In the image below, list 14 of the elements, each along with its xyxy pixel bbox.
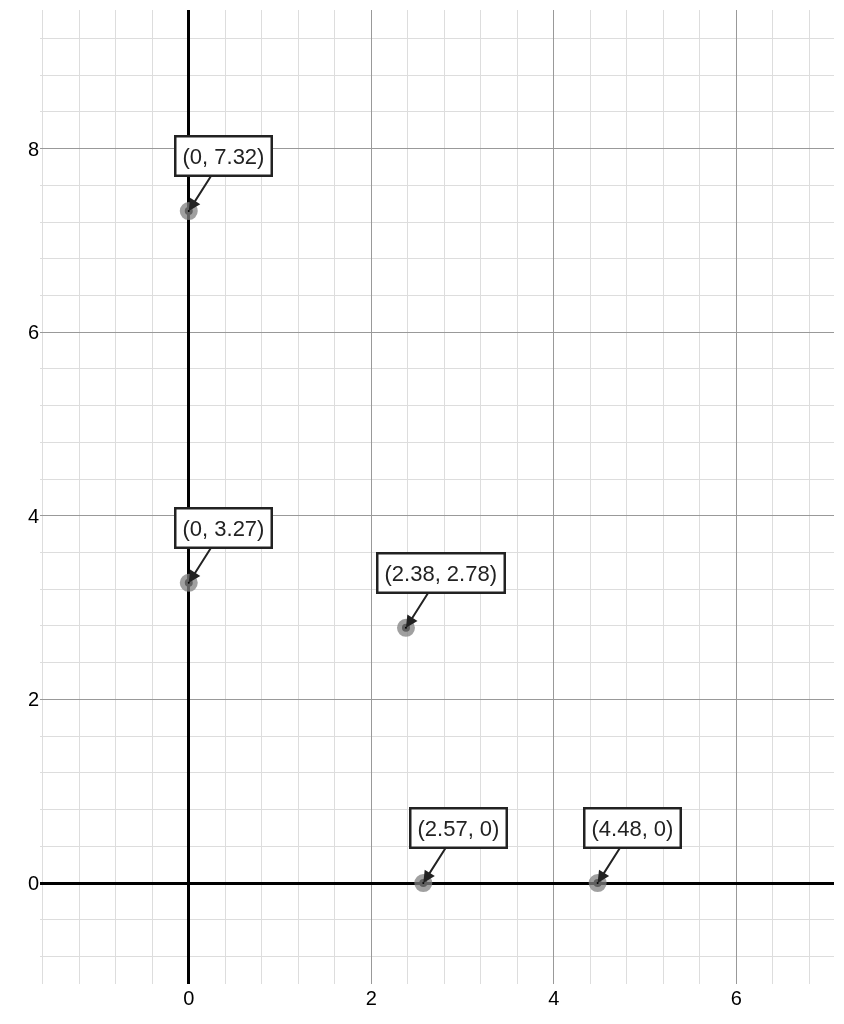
y-tick-label: 0 — [27, 872, 39, 895]
y-tick-label: 8 — [27, 137, 39, 160]
data-label: (0, 7.32) — [182, 143, 265, 169]
y-tick-label: 2 — [27, 688, 39, 711]
data-label: (2.57, 0) — [417, 815, 500, 841]
data-label: (4.48, 0) — [591, 815, 674, 841]
y-tick-label: 4 — [27, 504, 39, 527]
x-tick-label: 0 — [183, 987, 195, 1009]
data-label: (0, 3.27) — [182, 515, 265, 541]
x-tick-label: 6 — [730, 987, 742, 1009]
data-label: (2.38, 2.78) — [384, 560, 498, 586]
x-tick-label: 4 — [548, 987, 560, 1009]
y-tick-label: 6 — [27, 321, 39, 344]
x-tick-label: 2 — [365, 987, 377, 1009]
